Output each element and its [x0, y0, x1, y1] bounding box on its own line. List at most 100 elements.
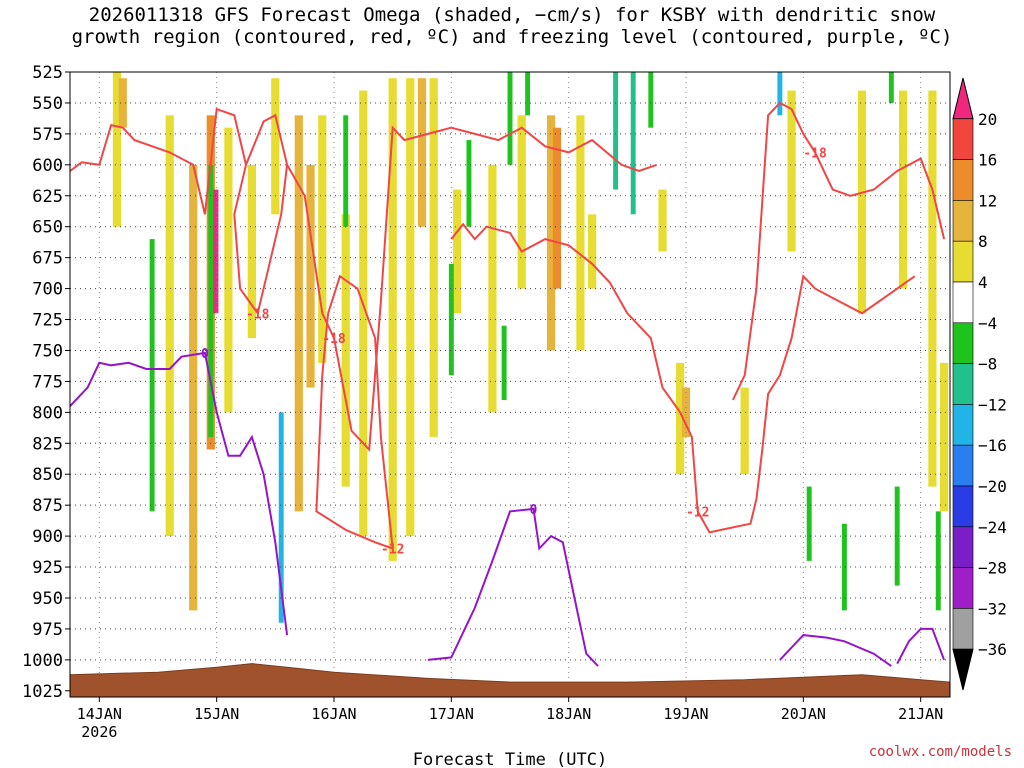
x-tick-label-1: 15JAN [194, 705, 239, 723]
terrain-fill [69, 663, 951, 698]
y-tick-label-4: 625 [32, 187, 63, 207]
x-tick-label-6: 20JAN [781, 705, 826, 723]
y-tick-label-5: 650 [32, 218, 63, 238]
colorbar-label-3: 8 [978, 232, 988, 251]
omega-downward-band-5 [466, 140, 472, 227]
credit-text: coolwx.com/models [868, 744, 1012, 760]
colorbar-segment-6 [952, 322, 974, 364]
x-tick-label-4: 18JAN [546, 705, 591, 723]
colorbar-segment-13 [952, 608, 974, 650]
omega-downward-band-9 [613, 72, 619, 190]
x-tick-label-2: 16JAN [311, 705, 356, 723]
dgz-contour-label-3: -12 [686, 505, 709, 520]
y-tick-label-3: 600 [32, 156, 63, 176]
omega-upward-band-24 [588, 214, 597, 289]
omega-upward-band-6 [224, 127, 233, 413]
freezing-contour-2 [779, 634, 892, 667]
chart-title: 2026011318 GFS Forecast Omega (shaded, −… [0, 4, 1024, 48]
x-axis-label: Forecast Time (UTC) [413, 750, 607, 768]
dgz-contour-label-0: -18 [322, 332, 346, 347]
colorbar-label-2: 12 [978, 191, 997, 210]
y-tick-label-13: 850 [32, 465, 63, 485]
dgz-contour-2 [731, 101, 946, 401]
colorbar-label-11: −28 [978, 559, 1007, 578]
dgz-contour-label-4: -12 [381, 542, 404, 557]
omega-upward-band-8 [271, 78, 280, 215]
omega-upward-band-11 [318, 115, 327, 363]
y-tick-label-17: 950 [32, 589, 63, 609]
chart-title-line2: growth region (contoured, red, ºC) and f… [71, 26, 953, 48]
omega-upward-band-31 [898, 90, 908, 289]
x-tick-sublabel-0: 2026 [81, 723, 117, 741]
omega-downward-band-3 [343, 115, 349, 227]
omega-downward-band-13 [806, 486, 812, 561]
omega-downward-band-7 [507, 72, 513, 165]
y-tick-label-15: 900 [32, 527, 63, 547]
omega-upward-band-7 [247, 164, 256, 339]
chart-title-line1: 2026011318 GFS Forecast Omega (shaded, −… [88, 4, 936, 26]
freezing-contour-0 [69, 351, 289, 636]
omega-downward-band-14 [841, 523, 847, 611]
grid-layer [70, 71, 950, 697]
contour-layer: -18 -18 -18 -12 -12 0 0 [69, 101, 946, 667]
y-tick-label-14: 875 [32, 496, 63, 516]
y-tick-label-8: 725 [32, 311, 63, 331]
omega-downward-band-12 [777, 72, 783, 116]
omega-upward-band-32 [928, 90, 937, 487]
y-tick-label-6: 675 [32, 249, 63, 269]
y-tick-label-1: 550 [32, 94, 63, 114]
colorbar-segment-5 [952, 281, 974, 324]
colorbar-label-4: 4 [978, 273, 988, 292]
omega-upward-band-5 [210, 189, 219, 314]
colorbar-segment-7 [952, 363, 974, 405]
omega-upward-band-33 [940, 362, 949, 512]
omega-upward-band-2 [165, 115, 174, 537]
omega-upward-band-3 [189, 164, 198, 611]
omega-upward-band-25 [658, 189, 667, 252]
omega-upward-band-13 [359, 90, 368, 537]
colorbar-label-5: −4 [978, 314, 997, 333]
y-tick-label-0: 525 [32, 63, 63, 83]
colorbar-bottom-arrow [952, 648, 974, 691]
omega-upward-band-26 [676, 362, 685, 475]
freezing-contour-label-1: 0 [530, 503, 538, 518]
colorbar-segment-2 [952, 159, 974, 201]
y-tick-label-9: 750 [32, 341, 63, 361]
omega-upward-band-10 [306, 164, 315, 388]
y-tick-label-18: 975 [32, 620, 63, 640]
omega-upward-band-21 [546, 115, 556, 351]
x-tick-label-5: 19JAN [663, 705, 708, 723]
colorbar-label-6: −8 [978, 355, 997, 374]
omega-upward-band-16 [417, 78, 427, 227]
y-tick-label-16: 925 [32, 558, 63, 578]
colorbar-segment-11 [952, 526, 974, 568]
dgz-contour-3 [450, 222, 916, 534]
x-tick-label-3: 17JAN [429, 705, 474, 723]
axes-layer: 525 550 575 600 625 650 675 700 725 750 775 800 825 8… [22, 63, 951, 741]
y-tick-label-10: 775 [32, 372, 63, 392]
x-tick-label-0: 14JAN [77, 705, 122, 723]
omega-downward-band-17 [935, 511, 941, 611]
colorbar-segment-4 [952, 240, 974, 283]
omega-upward-band-17 [429, 78, 438, 438]
colorbar-segment-9 [952, 444, 974, 487]
omega-upward-band-0 [112, 72, 122, 227]
colorbar-segment-3 [952, 200, 974, 242]
omega-upward-band-23 [576, 115, 585, 351]
colorbar-segment-1 [952, 118, 974, 160]
freezing-contour-1 [427, 507, 599, 667]
omega-upward-band-20 [517, 115, 526, 289]
dgz-contour-label-2: -18 [803, 146, 827, 161]
omega-downward-band-10 [630, 72, 636, 215]
omega-upward-band-9 [294, 115, 303, 512]
omega-downward-band-16 [894, 486, 900, 586]
omega-downward-band-8 [525, 72, 531, 116]
colorbar-top-arrow [952, 77, 974, 120]
plot-frame [69, 71, 951, 698]
omega-upward-band-22 [552, 127, 562, 289]
omega-downward-band-11 [648, 72, 654, 128]
omega-downward-band-0 [149, 239, 155, 512]
omega-upward-band-18 [453, 189, 462, 314]
omega-upward-band-19 [488, 164, 497, 413]
